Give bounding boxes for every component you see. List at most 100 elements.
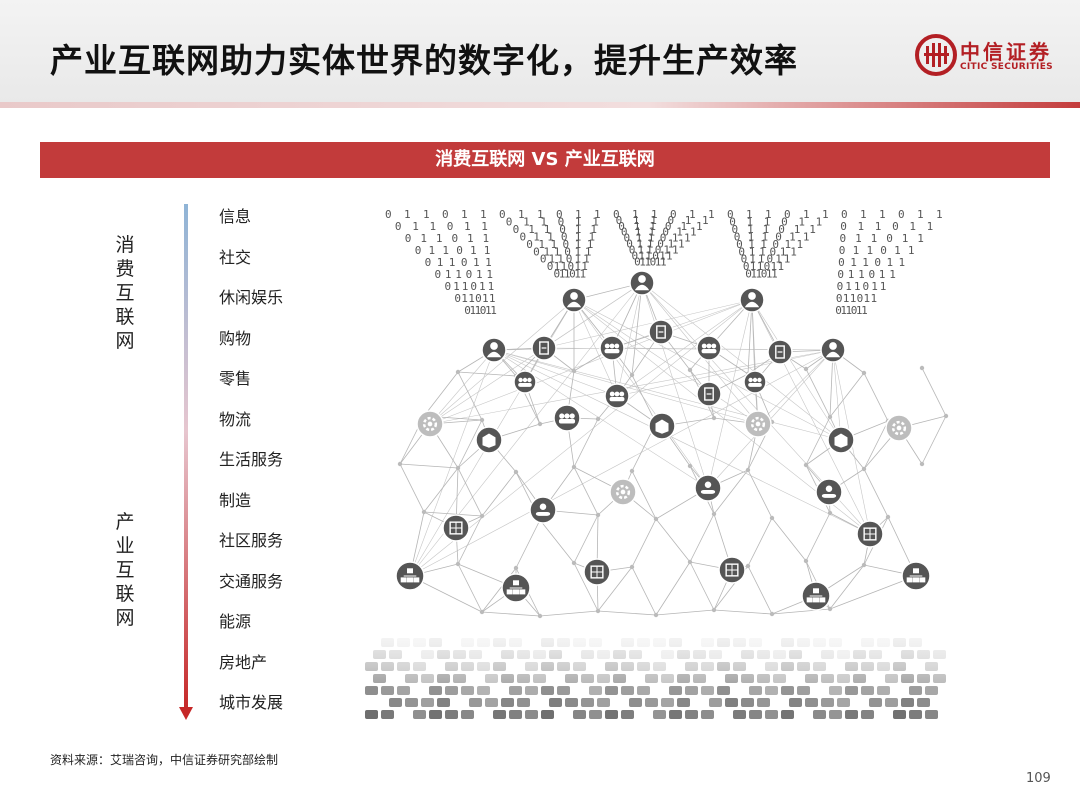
binary-digit: 1 [749,245,756,258]
binary-digit: 1 [649,220,656,233]
binary-digit: 1 [681,220,688,233]
network-diagram: 0000000001111111111111111110000000001111… [355,208,975,719]
group-base-glyph [604,349,620,354]
puzzle-piece [845,710,858,719]
mesh-junction [513,565,519,571]
mesh-junction [595,512,601,518]
puzzle-piece [405,698,418,707]
binary-digit: 1 [420,232,427,245]
binary-digit: 1 [887,256,894,269]
mesh-edge [747,517,773,567]
document-glyph [656,325,666,339]
group-icon [604,383,630,409]
hierarchy-child-glyph [513,589,519,595]
user-head-glyph [638,275,646,283]
binary-digit: 1 [648,232,655,245]
binary-digit: 0 [556,208,563,221]
mesh-junction [653,516,659,522]
binary-digit: 0 [616,214,623,227]
binary-digit: 1 [485,304,492,317]
binary-digit: 0 [435,268,442,281]
binary-digit: 1 [790,245,797,258]
binary-digit: 0 [736,238,743,251]
sector-item-social: 社交 [219,247,252,267]
coin-glyph [539,503,547,510]
binary-digit: 1 [647,238,654,251]
binary-digit: 0 [857,292,864,305]
binary-digit: 1 [455,268,462,281]
hand-glyph [700,489,716,494]
gear-icon [885,414,913,442]
binary-digit: 0 [767,253,774,266]
connection-line [616,282,643,397]
document-icon [696,381,722,407]
binary-digit: 0 [470,280,477,293]
logo-chinese-name: 中信证券 [960,40,1052,64]
binary-digit: 1 [490,304,497,317]
binary-digit: 1 [482,292,489,305]
sector-item-logistics: 物流 [219,409,252,429]
binary-digit: 1 [663,244,670,257]
mesh-edge [457,467,483,517]
binary-digit: 0 [662,226,669,239]
binary-digit: 0 [738,245,745,258]
mesh-junction [919,365,925,371]
binary-digit: 1 [784,253,791,266]
puzzle-piece [661,698,674,707]
puzzle-piece [909,686,922,695]
puzzle-piece [885,698,898,707]
mesh-edge [805,368,831,418]
binary-digit: 0 [569,268,576,281]
binary-digit: 1 [445,268,452,281]
binary-digit: 1 [528,223,535,236]
binary-digit: 0 [624,232,631,245]
hierarchy-icon [501,573,531,603]
hierarchy-child-glyph [413,577,420,583]
binary-digit: 1 [775,253,782,266]
binary-digit: 1 [533,230,540,243]
binary-digit: 1 [894,244,901,257]
sector-item-retail: 零售 [219,369,252,388]
binary-digit: 0 [621,226,628,239]
binary-digit: 1 [803,230,810,243]
puzzle-piece [541,686,554,695]
binary-digit: 1 [442,244,449,257]
mesh-edge [829,564,865,610]
mesh-junction [745,563,751,569]
puzzle-piece [813,710,826,719]
mesh-junction [861,370,867,376]
binary-digit: 0 [880,244,887,257]
binary-digit: 1 [846,304,853,317]
binary-digit: 0 [652,249,659,262]
binary-digit: 1 [809,223,816,236]
binary-digit: 1 [580,268,587,281]
binary-digit: 1 [523,216,530,229]
mesh-edge [457,563,483,613]
binary-digit: 1 [635,226,642,239]
binary-digit: 1 [864,292,871,305]
puzzle-piece [901,698,914,707]
binary-digit: 1 [650,214,657,227]
group-base-glyph [518,383,532,387]
puzzle-piece [845,686,858,695]
mesh-edge [597,566,633,612]
mesh-edge [747,565,773,615]
binary-digit: 1 [843,292,850,305]
group-member-glyph [527,377,532,383]
binary-digit: 0 [734,230,741,243]
mesh-junction [571,368,577,374]
binary-digit: 1 [537,208,544,221]
binary-digit: 0 [836,292,843,305]
puzzle-piece [629,698,642,707]
binary-digit: 1 [666,249,673,262]
puzzle-piece [549,698,562,707]
binary-digit: 1 [789,230,796,243]
citic-logo-icon [915,34,957,76]
binary-digit: 0 [499,208,506,221]
binary-digit: 0 [526,238,533,251]
binary-digit: 1 [696,220,703,233]
puzzle-piece [477,686,490,695]
group-member-glyph [614,343,620,349]
binary-digit: 1 [575,238,582,251]
user-icon [481,337,507,363]
